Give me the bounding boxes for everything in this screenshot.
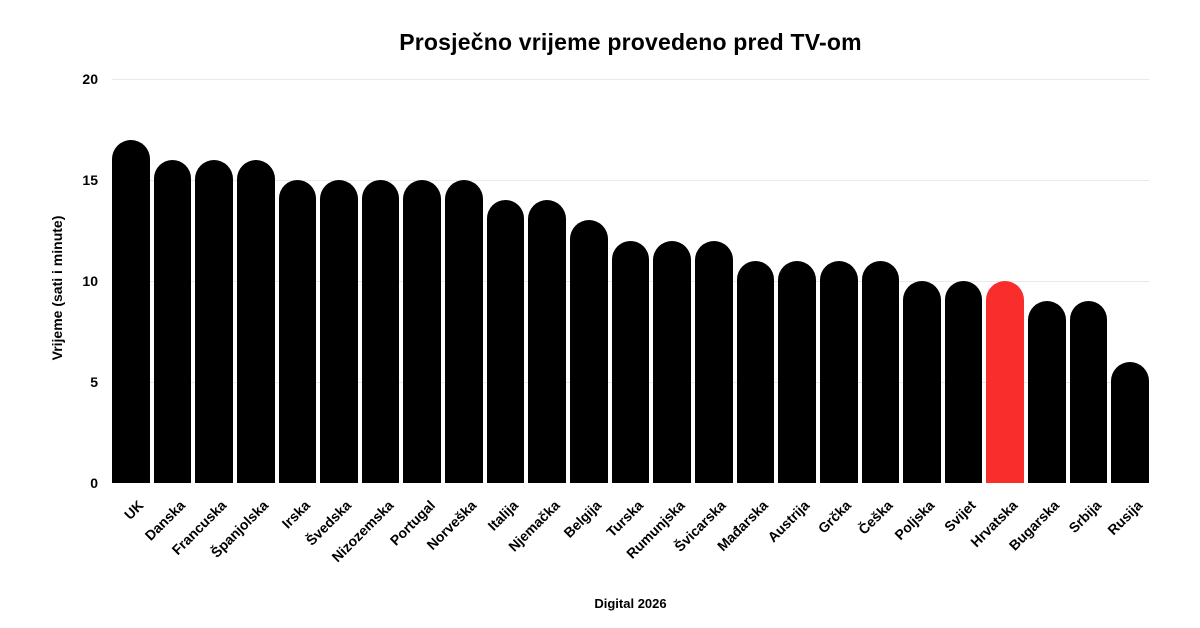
bars-container [112,79,1150,483]
x-tick-label: UK [120,497,147,523]
bar [361,180,400,483]
bar [153,159,192,483]
gridline [112,180,1149,181]
bar [445,180,483,483]
y-tick-label: 15 [82,172,98,188]
bar [320,180,358,483]
x-tick-label: Belgija [560,497,605,541]
y-tick-label: 0 [90,475,98,491]
bar [195,159,233,483]
gridline [112,79,1149,80]
bar [861,260,900,483]
bar [944,281,983,483]
x-tick-label: Srbija [1065,497,1104,536]
bar [486,200,525,483]
y-tick-label: 20 [82,71,98,87]
bar [736,260,775,483]
bar [653,240,691,483]
y-tick-label: 5 [90,374,98,390]
x-tick-label: Irska [278,497,313,532]
bar [611,240,650,483]
x-tick-label: Češka [855,497,896,538]
bar [403,180,442,483]
y-axis: 0 5 10 15 20 [0,71,98,491]
y-tick-label: 10 [82,273,98,289]
x-tick-label: Rusija [1104,497,1146,539]
x-tick-label: Italija [484,497,521,534]
bar [570,220,608,483]
x-tick-label: Austrija [764,497,813,546]
bar [819,260,858,483]
bar [112,139,150,483]
bar [694,240,733,483]
chart-title: Prosječno vrijeme provedeno pred TV-om [399,29,862,55]
x-tick-label: Grčka [814,497,855,537]
bar [903,281,941,483]
bar [278,180,317,483]
bar [1028,301,1066,483]
bar [778,260,816,483]
bar [528,200,567,483]
bar-highlighted [986,281,1025,483]
bar [1111,361,1150,483]
source-caption: Digital 2026 [594,596,667,611]
bar [236,159,275,483]
x-tick-label: Poljska [891,497,938,543]
x-tick-label: Svijet [941,497,979,535]
bar [1069,301,1108,483]
